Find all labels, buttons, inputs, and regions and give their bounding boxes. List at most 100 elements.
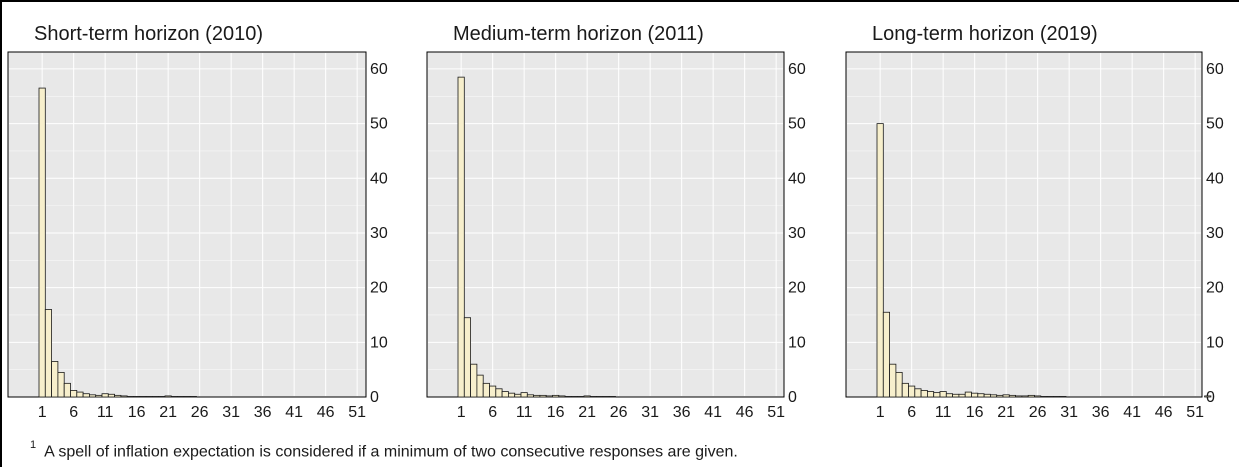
histogram-bar <box>539 394 547 398</box>
y-tick-label: 50 <box>370 116 388 133</box>
histogram-bar <box>608 396 616 398</box>
histogram-bar <box>470 363 478 398</box>
x-tick-label: 31 <box>1060 404 1078 421</box>
histogram-bar <box>183 396 191 398</box>
x-tick-label: 26 <box>610 404 628 421</box>
y-tick-label: 60 <box>788 61 806 78</box>
y-tick-label: 20 <box>788 280 806 297</box>
y-tick-label: 50 <box>788 116 806 133</box>
x-tick-label: 6 <box>907 404 916 421</box>
y-tick-label: 20 <box>1206 280 1224 297</box>
histogram-bar <box>463 317 471 398</box>
histogram-bar <box>933 392 941 398</box>
x-tick-label: 41 <box>285 404 303 421</box>
histogram-bar <box>571 396 579 398</box>
x-tick-label: 11 <box>516 404 533 421</box>
histogram-bar <box>889 363 897 398</box>
x-tick-label: 31 <box>641 404 659 421</box>
y-tick-label: 30 <box>370 225 388 242</box>
y-tick-label: 20 <box>370 280 388 297</box>
y-tick-label: 40 <box>788 170 806 187</box>
panel-title: Medium-term horizon (2011) <box>453 23 704 45</box>
histogram-bar <box>545 395 553 398</box>
histogram-bar <box>1002 394 1010 398</box>
histogram-bar <box>514 393 522 398</box>
histogram-bar <box>596 396 604 398</box>
histogram-bar <box>882 311 890 398</box>
x-tick-label: 26 <box>191 404 209 421</box>
histogram-bar <box>133 396 141 398</box>
x-tick-label: 21 <box>159 404 177 421</box>
frame-top-rule <box>0 0 1239 2</box>
histogram-bar <box>971 392 979 398</box>
frame-left-rule <box>0 0 2 467</box>
x-tick-label: 51 <box>1186 404 1204 421</box>
histogram-bar <box>564 396 572 398</box>
panel-title: Long-term horizon (2019) <box>872 23 1098 45</box>
histogram-bar <box>1034 395 1042 398</box>
histogram-bar <box>177 396 185 398</box>
histogram-bar <box>1204 395 1212 398</box>
plot-area <box>7 51 367 398</box>
histogram-bar <box>920 390 928 398</box>
histogram-bar <box>189 396 197 398</box>
histogram-bar <box>1046 396 1054 398</box>
histogram-bar <box>914 388 922 398</box>
histogram-bar <box>76 391 84 398</box>
x-tick-label: 6 <box>488 404 497 421</box>
x-tick-label: 6 <box>69 404 78 421</box>
histogram-bar <box>57 371 65 398</box>
histogram-bar <box>983 393 991 398</box>
histogram-bar <box>126 396 134 398</box>
histogram-bar <box>520 392 528 398</box>
x-tick-label: 16 <box>966 404 984 421</box>
histogram-bar <box>945 393 953 398</box>
histogram-bar <box>95 394 103 398</box>
histogram-bar <box>107 393 116 398</box>
histogram-bar <box>939 391 947 398</box>
histogram-bar <box>495 388 503 398</box>
x-tick-label: 1 <box>876 404 885 421</box>
histogram-bar <box>1027 394 1035 398</box>
histogram-bar <box>908 385 916 398</box>
y-tick-label: 30 <box>788 225 806 242</box>
x-tick-label: 16 <box>547 404 565 421</box>
x-tick-label: 46 <box>1155 404 1173 421</box>
histogram-bar <box>151 396 160 398</box>
histogram-bar <box>507 392 516 398</box>
histogram-bar <box>1059 396 1067 398</box>
histogram-bar <box>577 396 585 398</box>
histogram-bar <box>558 395 566 398</box>
y-tick-label: 60 <box>370 61 388 78</box>
footnote-text: A spell of inflation expectation is cons… <box>44 443 738 461</box>
footnote-marker: 1 <box>30 439 37 451</box>
x-tick-label: 51 <box>348 404 366 421</box>
x-tick-label: 41 <box>1123 404 1141 421</box>
x-tick-label: 36 <box>254 404 272 421</box>
histogram-bar <box>964 391 972 398</box>
y-tick-label: 0 <box>370 389 379 406</box>
x-tick-label: 1 <box>38 404 47 421</box>
y-tick-label: 30 <box>1206 225 1224 242</box>
histogram-bar <box>876 123 884 398</box>
histogram-bar <box>114 394 122 398</box>
x-tick-label: 36 <box>1092 404 1110 421</box>
y-tick-label: 40 <box>370 170 388 187</box>
histogram-bar <box>977 393 985 398</box>
y-tick-label: 60 <box>1206 61 1224 78</box>
histogram-bar <box>145 396 153 398</box>
footnote: 1 A spell of inflation expectation is con… <box>30 439 738 461</box>
histogram-bar <box>1015 395 1023 398</box>
histogram-bar <box>927 391 935 398</box>
histogram-bar <box>952 393 960 398</box>
y-tick-label: 10 <box>370 334 388 351</box>
x-tick-label: 21 <box>997 404 1015 421</box>
histogram-bar <box>70 390 78 398</box>
histogram-bar <box>1040 396 1048 398</box>
histogram-bar <box>44 309 52 398</box>
y-tick-label: 10 <box>788 334 806 351</box>
histogram-bar <box>583 395 591 398</box>
y-tick-label: 0 <box>1206 389 1215 406</box>
x-tick-label: 51 <box>767 404 785 421</box>
